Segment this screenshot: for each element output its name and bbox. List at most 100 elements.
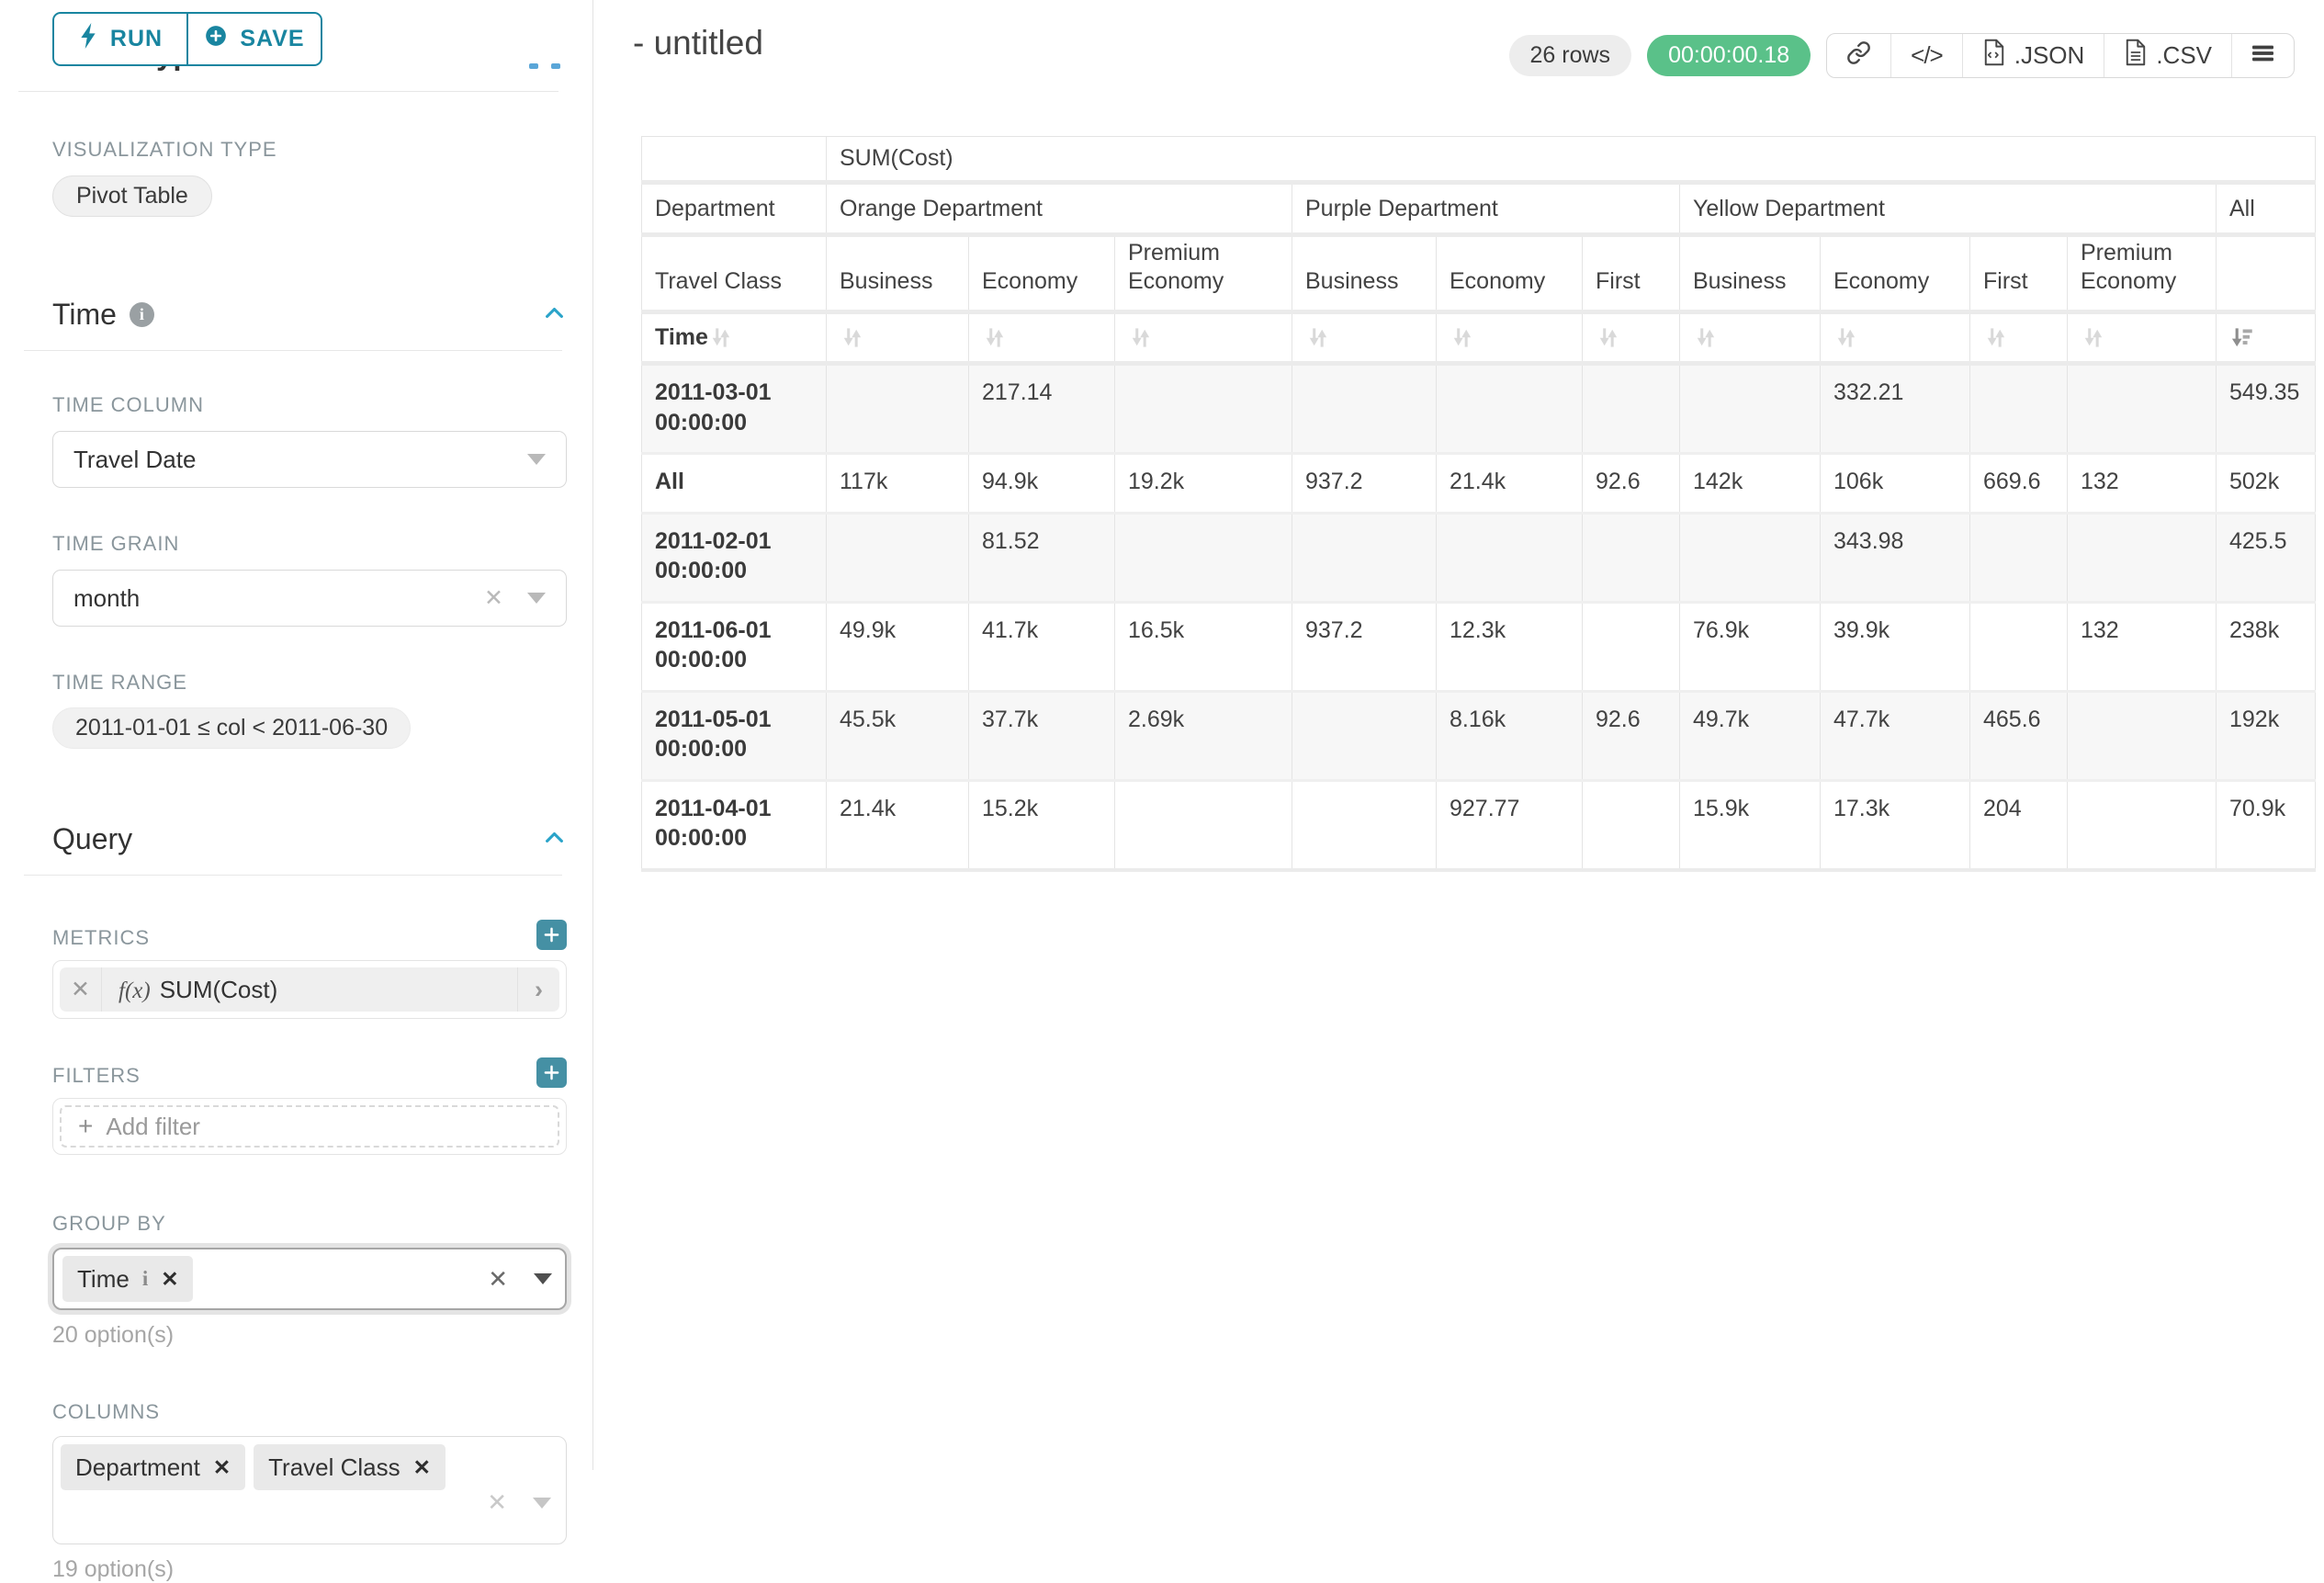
chevron-down-icon[interactable] (527, 593, 546, 604)
chart-panel: - untitled 26 rows 00:00:00.18 </> .JSON (594, 0, 2324, 1470)
function-icon: f(x) (118, 978, 151, 1003)
run-button[interactable]: RUN (52, 12, 187, 66)
pivot-row-label: 2011-05-01 00:00:00 (642, 691, 827, 780)
remove-metric-icon[interactable]: ✕ (60, 967, 102, 1012)
sort-icon[interactable] (1128, 325, 1153, 350)
chevron-up-icon[interactable] (542, 825, 567, 854)
chevron-down-icon[interactable] (527, 454, 546, 465)
pivot-cell (2068, 691, 2217, 780)
columns-tag[interactable]: Department ✕ (61, 1444, 245, 1490)
export-button-group: </> .JSON .CSV (1826, 33, 2295, 78)
run-save-button-group: RUN SAVE (52, 12, 322, 66)
pivot-cell (1583, 602, 1680, 691)
view-query-button[interactable]: </> (1890, 34, 1962, 77)
columns-label: COLUMNS (52, 1400, 567, 1424)
time-range-label: TIME RANGE (52, 671, 567, 695)
query-section-title: Query (52, 822, 132, 856)
pivot-cell: 927.77 (1437, 780, 1583, 870)
visualization-type-label: VISUALIZATION TYPE (52, 138, 567, 162)
time-section-header: Time i (52, 298, 567, 332)
copy-link-button[interactable] (1827, 34, 1890, 77)
sort-icon[interactable] (840, 325, 864, 350)
save-button[interactable]: SAVE (187, 12, 322, 66)
pivot-cell: 41.7k (969, 602, 1115, 691)
clear-icon[interactable]: ✕ (488, 1267, 508, 1291)
pivot-cell: 117k (827, 454, 969, 514)
remove-tag-icon[interactable]: ✕ (213, 1455, 231, 1480)
pivot-cell: 192k (2217, 691, 2316, 780)
columns-tag[interactable]: Travel Class ✕ (254, 1444, 446, 1490)
clipped-icon-dot (551, 63, 560, 69)
sort-icon[interactable] (1983, 325, 2008, 350)
pivot-row-label: 2011-02-01 00:00:00 (642, 513, 827, 602)
sort-icon[interactable] (1305, 325, 1330, 350)
chevron-down-icon[interactable] (534, 1273, 552, 1284)
sort-icon[interactable] (982, 325, 1007, 350)
pivot-cell: 204 (1970, 780, 2068, 870)
pivot-cell: 332.21 (1821, 364, 1970, 454)
clear-icon[interactable]: ✕ (487, 1488, 507, 1517)
pivot-cell: 937.2 (1292, 602, 1437, 691)
chevron-down-icon[interactable] (533, 1498, 551, 1509)
info-icon[interactable]: i (130, 302, 154, 327)
remove-tag-icon[interactable]: ✕ (413, 1455, 431, 1480)
chevron-right-icon[interactable]: › (517, 967, 559, 1012)
row-count-badge: 26 rows (1509, 35, 1632, 76)
add-filter-button[interactable]: + Add filter (60, 1105, 559, 1148)
time-range-pill[interactable]: 2011-01-01 ≤ col < 2011-06-30 (52, 707, 411, 749)
pivot-cell (2068, 513, 2217, 602)
pivot-cell (1115, 780, 1292, 870)
csv-file-icon (2124, 39, 2148, 73)
pivot-cell: 47.7k (1821, 691, 1970, 780)
pivot-cell: 16.5k (1115, 602, 1292, 691)
add-filter-plus-button[interactable] (536, 1057, 567, 1088)
clear-icon[interactable]: ✕ (484, 587, 503, 610)
export-csv-button[interactable]: .CSV (2104, 34, 2231, 77)
chevron-up-icon[interactable] (542, 300, 567, 330)
metrics-box: ✕ f(x)SUM(Cost) › (52, 960, 567, 1019)
hamburger-menu-icon (2251, 41, 2274, 70)
sort-icon[interactable] (1833, 325, 1858, 350)
travel-class-header: Economy (1437, 235, 1583, 312)
divider (24, 350, 562, 351)
sort-icon[interactable] (2081, 325, 2105, 350)
pivot-row-label: 2011-03-01 00:00:00 (642, 364, 827, 454)
time-grain-select[interactable]: month ✕ (52, 570, 567, 627)
viz-type-pill[interactable]: Pivot Table (52, 175, 212, 217)
metric-pill[interactable]: ✕ f(x)SUM(Cost) › (60, 967, 559, 1012)
pivot-cell: 132 (2068, 454, 2217, 514)
pivot-cell (1583, 364, 1680, 454)
clipped-icon-dot (529, 63, 538, 69)
control-panel-sidebar: Chart Type RUN SAVE VISUALIZATION TYPE P… (0, 0, 593, 1470)
sort-icon[interactable] (708, 325, 733, 350)
group-by-select[interactable]: Time i ✕ ✕ (52, 1248, 567, 1310)
columns-select[interactable]: Department ✕ Travel Class ✕ ✕ (52, 1436, 567, 1544)
pivot-cell: 2.69k (1115, 691, 1292, 780)
pivot-row-label: 2011-04-01 00:00:00 (642, 780, 827, 870)
sort-icon[interactable] (1693, 325, 1718, 350)
remove-tag-icon[interactable]: ✕ (161, 1267, 178, 1292)
sort-icon[interactable] (1450, 325, 1474, 350)
time-column-select[interactable]: Travel Date (52, 431, 567, 488)
pivot-cell (2068, 780, 2217, 870)
chart-title[interactable]: - untitled (633, 24, 763, 62)
menu-button[interactable] (2231, 34, 2294, 77)
sort-header-row: Time (642, 312, 2316, 364)
group-by-tag[interactable]: Time i ✕ (62, 1256, 193, 1302)
info-icon[interactable]: i (142, 1267, 148, 1291)
sort-desc-active-icon[interactable] (2229, 325, 2254, 350)
travel-class-header: Business (1292, 235, 1437, 312)
pivot-cell: 21.4k (1437, 454, 1583, 514)
pivot-table: SUM(Cost) Department Orange Department P… (641, 136, 2316, 872)
metric-header-row: SUM(Cost) (642, 137, 2316, 183)
add-metric-button[interactable] (536, 920, 567, 950)
filters-box: + Add filter (52, 1098, 567, 1155)
columns-options-hint: 19 option(s) (52, 1556, 567, 1583)
export-json-button[interactable]: .JSON (1962, 34, 2104, 77)
pivot-cell: 8.16k (1437, 691, 1583, 780)
sort-icon[interactable] (1596, 325, 1620, 350)
